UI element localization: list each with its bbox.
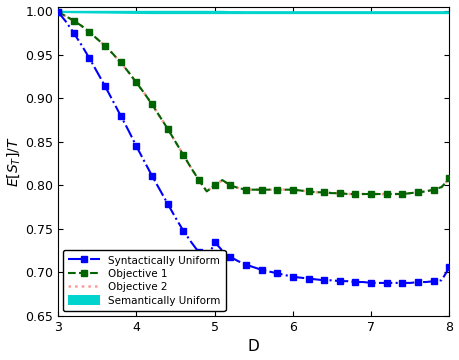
X-axis label: D: D xyxy=(248,339,260,355)
Y-axis label: $E[S_T]/T$: $E[S_T]/T$ xyxy=(6,136,22,187)
Legend: Syntactically Uniform, Objective 1, Objective 2, Semantically Uniform: Syntactically Uniform, Objective 1, Obje… xyxy=(63,250,225,311)
